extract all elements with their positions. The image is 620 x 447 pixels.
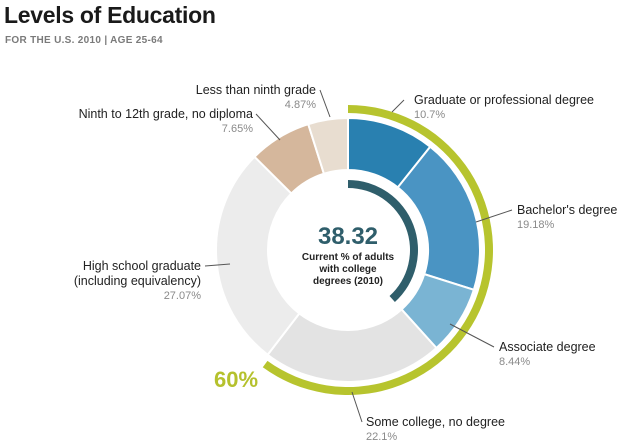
slice-label-name: Bachelor's degree [517, 203, 617, 217]
slice-label-name-line2: (including equivalency) [74, 274, 201, 288]
slice-leader-line [255, 113, 281, 141]
slice-label-name: Some college, no degree [366, 415, 505, 429]
slice-label-value: 8.44% [499, 356, 530, 368]
slice-leader-line [351, 391, 363, 423]
center-caption-line: with college [318, 264, 377, 275]
donut-slice-4 [215, 155, 301, 357]
slice-label-value: 27.07% [164, 290, 202, 302]
slice-label-name: Less than ninth grade [196, 83, 316, 97]
slice-label-value: 4.87% [285, 99, 316, 111]
slice-label-value: 10.7% [414, 109, 445, 121]
slice-leader-line [449, 323, 495, 348]
slice-label-value: 7.65% [222, 123, 253, 135]
slice-leader-line [319, 89, 331, 118]
slice-label-value: 22.1% [366, 431, 397, 443]
center-caption-line: degrees (2010) [313, 276, 383, 287]
slice-leader-line [475, 209, 513, 223]
slice-leader-line [391, 99, 405, 113]
slice-label-value: 19.18% [517, 219, 555, 231]
donut-slice-6 [306, 116, 349, 175]
sixty-percent-label: 60% [214, 367, 258, 392]
slice-label-name: Associate degree [499, 340, 596, 354]
donut-slice-3 [266, 307, 438, 383]
page-subtitle: FOR THE U.S. 2010 | AGE 25-64 [5, 35, 163, 46]
slice-label-name: High school graduate [83, 259, 201, 273]
slice-label-name: Graduate or professional degree [414, 93, 594, 107]
slice-label-name: Ninth to 12th grade, no diploma [79, 107, 253, 121]
center-value: 38.32 [318, 223, 378, 250]
college-share-arc [348, 180, 419, 302]
page-title: Levels of Education [4, 2, 216, 28]
center-caption-line: Current % of adults [302, 252, 395, 263]
slice-leader-line [204, 263, 231, 267]
